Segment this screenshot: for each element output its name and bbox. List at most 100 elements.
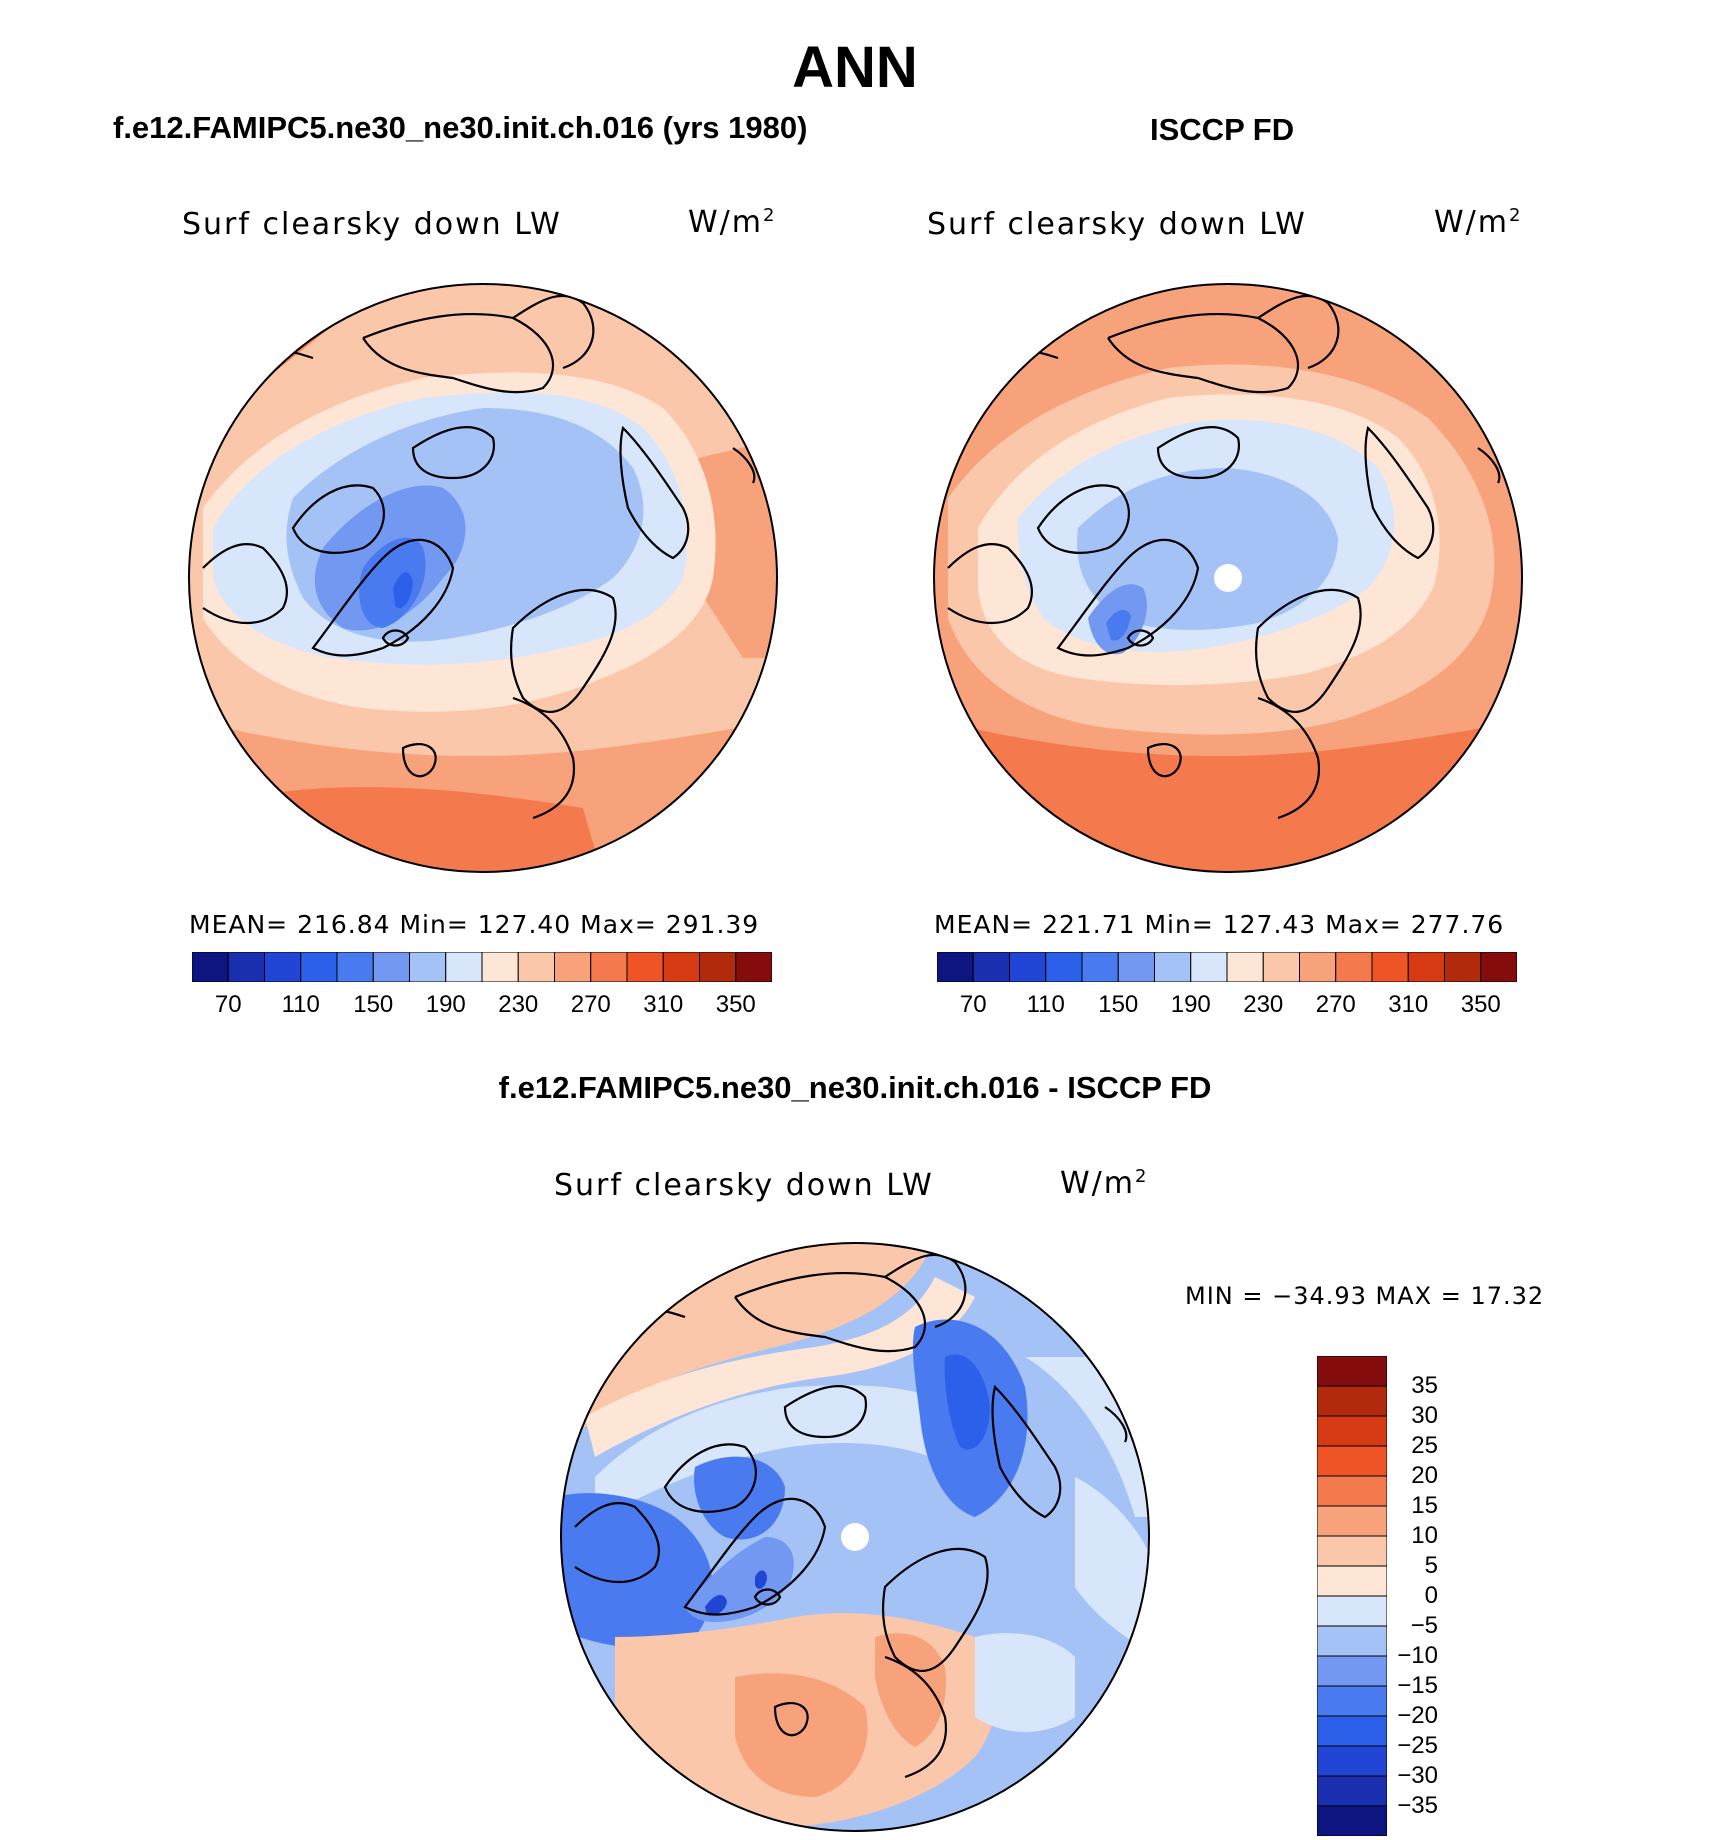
- colorbar-tick-label: 350: [1460, 991, 1501, 1018]
- diff-polar-map: [560, 1242, 1150, 1832]
- diff-units: W/m2: [1060, 1166, 1149, 1201]
- obs-units: W/m2: [1434, 205, 1523, 240]
- colorbar-swatch: [1317, 1415, 1387, 1447]
- colorbar-tick-label: −25: [1397, 1732, 1438, 1759]
- colorbar-swatch: [1317, 1535, 1387, 1567]
- colorbar-tick-label: 190: [1170, 991, 1211, 1018]
- colorbar-tick-label: 150: [353, 991, 394, 1018]
- colorbar-swatch: [662, 952, 700, 982]
- colorbar-swatch: [300, 952, 338, 982]
- colorbar-tick-label: 35: [1411, 1372, 1438, 1399]
- model-colorbar-labels: 70 110 150 190 230 270 310 350: [192, 991, 772, 1021]
- colorbar-swatch: [372, 952, 410, 982]
- colorbar-tick-label: 230: [498, 991, 539, 1018]
- colorbar-swatch: [1317, 1805, 1387, 1836]
- colorbar-tick-label: 0: [1424, 1582, 1438, 1609]
- colorbar-tick-label: 110: [281, 991, 320, 1018]
- model-colorbar: [192, 952, 772, 982]
- colorbar-tick-label: 15: [1411, 1492, 1438, 1519]
- model-units: W/m2: [688, 205, 777, 240]
- colorbar-swatch: [1317, 1595, 1387, 1627]
- colorbar-swatch: [409, 952, 447, 982]
- colorbar-swatch: [1317, 1475, 1387, 1507]
- colorbar-swatch: [1407, 952, 1445, 982]
- colorbar-swatch: [336, 952, 374, 982]
- colorbar-swatch: [1335, 952, 1373, 982]
- colorbar-swatch: [1317, 1356, 1387, 1387]
- colorbar-tick-label: 310: [643, 991, 684, 1018]
- colorbar-swatch: [1371, 952, 1409, 982]
- colorbar-tick-label: 70: [214, 991, 242, 1018]
- colorbar-tick-label: −30: [1397, 1762, 1438, 1789]
- colorbar-swatch: [554, 952, 592, 982]
- colorbar-swatch: [699, 952, 737, 982]
- colorbar-swatch: [1081, 952, 1119, 982]
- colorbar-swatch: [1317, 1745, 1387, 1777]
- colorbar-tick-label: 25: [1411, 1432, 1438, 1459]
- colorbar-swatch: [445, 952, 483, 982]
- season-title: ANN: [792, 35, 918, 100]
- colorbar-swatch: [1480, 952, 1517, 982]
- colorbar-swatch: [1317, 1385, 1387, 1417]
- colorbar-swatch: [1317, 1655, 1387, 1687]
- colorbar-tick-label: −20: [1397, 1702, 1438, 1729]
- colorbar-tick-label: 190: [425, 991, 466, 1018]
- colorbar-swatch: [1317, 1445, 1387, 1477]
- colorbar-swatch: [1299, 952, 1337, 982]
- colorbar-swatch: [1154, 952, 1192, 982]
- obs-panel-title: ISCCP FD: [1150, 112, 1295, 147]
- colorbar-tick-label: −35: [1397, 1792, 1438, 1819]
- diff-variable-label: Surf clearsky down LW: [554, 1168, 934, 1203]
- colorbar-swatch: [1317, 1505, 1387, 1537]
- colorbar-tick-label: 350: [715, 991, 756, 1018]
- model-panel-title: f.e12.FAMIPC5.ne30_ne30.init.ch.016 (yrs…: [113, 110, 808, 145]
- colorbar-tick-label: 150: [1098, 991, 1139, 1018]
- colorbar-tick-label: 10: [1411, 1522, 1438, 1549]
- obs-polar-map: [933, 283, 1523, 873]
- colorbar-swatch: [626, 952, 664, 982]
- colorbar-tick-label: 230: [1243, 991, 1284, 1018]
- colorbar-swatch: [972, 952, 1010, 982]
- colorbar-swatch: [517, 952, 555, 982]
- colorbar-swatch: [1009, 952, 1047, 982]
- colorbar-swatch: [1317, 1565, 1387, 1597]
- obs-colorbar-labels: 70 110 150 190 230 270 310 350: [937, 991, 1517, 1021]
- colorbar-swatch: [937, 952, 974, 982]
- colorbar-tick-label: −5: [1410, 1612, 1438, 1639]
- colorbar-tick-label: 270: [1315, 991, 1356, 1018]
- colorbar-tick-label: 270: [570, 991, 611, 1018]
- model-polar-map: [188, 283, 778, 873]
- colorbar-tick-label: 30: [1411, 1402, 1438, 1429]
- colorbar-tick-label: 110: [1026, 991, 1065, 1018]
- colorbar-swatch: [590, 952, 628, 982]
- colorbar-swatch: [227, 952, 265, 982]
- diff-colorbar: [1317, 1356, 1387, 1836]
- colorbar-tick-label: 5: [1424, 1552, 1438, 1579]
- model-variable-label: Surf clearsky down LW: [182, 207, 562, 242]
- obs-colorbar: [937, 952, 1517, 982]
- colorbar-swatch: [1190, 952, 1228, 982]
- diff-panel-title: f.e12.FAMIPC5.ne30_ne30.init.ch.016 - IS…: [498, 1070, 1212, 1105]
- colorbar-swatch: [1317, 1625, 1387, 1657]
- model-stats: MEAN= 216.84 Min= 127.40 Max= 291.39: [189, 910, 760, 939]
- colorbar-tick-label: −10: [1397, 1642, 1438, 1669]
- colorbar-swatch: [1317, 1715, 1387, 1747]
- colorbar-swatch: [1117, 952, 1155, 982]
- colorbar-swatch: [481, 952, 519, 982]
- colorbar-tick-label: 70: [959, 991, 987, 1018]
- colorbar-swatch: [1262, 952, 1300, 982]
- colorbar-swatch: [192, 952, 229, 982]
- obs-variable-label: Surf clearsky down LW: [927, 207, 1307, 242]
- colorbar-tick-label: 310: [1388, 991, 1429, 1018]
- colorbar-swatch: [1317, 1775, 1387, 1807]
- colorbar-tick-label: −15: [1397, 1672, 1438, 1699]
- colorbar-swatch: [1444, 952, 1482, 982]
- colorbar-swatch: [1226, 952, 1264, 982]
- colorbar-swatch: [1317, 1685, 1387, 1717]
- obs-stats: MEAN= 221.71 Min= 127.43 Max= 277.76: [934, 910, 1505, 939]
- diff-stats: MIN = −34.93 MAX = 17.32: [1185, 1282, 1545, 1310]
- colorbar-swatch: [1045, 952, 1083, 982]
- colorbar-tick-label: 20: [1411, 1462, 1438, 1489]
- colorbar-swatch: [264, 952, 302, 982]
- diff-colorbar-labels: 35 30 25 20 15 10 5 0 −5 −10 −15 −20 −25 −30 −35: [1392, 1356, 1512, 1836]
